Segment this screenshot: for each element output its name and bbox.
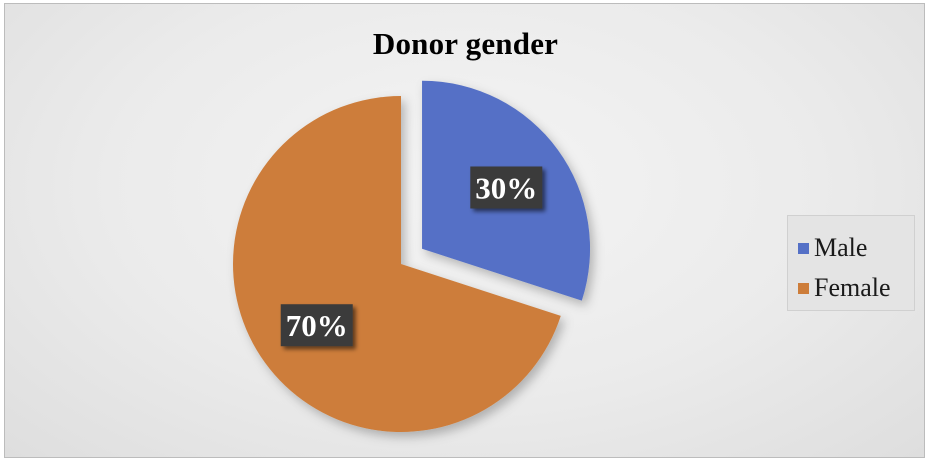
data-label-box [280, 304, 353, 347]
legend-item-female: Female [788, 268, 914, 308]
data-label-male: 30% [470, 166, 543, 209]
legend-label-male: Male [814, 233, 868, 262]
legend: Male Female [787, 215, 915, 311]
chart-frame: Donor gender 30% 70% Male Female [4, 3, 925, 458]
legend-swatch-female [798, 282, 809, 294]
data-label-box [470, 166, 543, 209]
data-label-female: 70% [280, 304, 353, 347]
legend-item-male: Male [788, 228, 914, 268]
pie-slice-female [233, 96, 561, 433]
chart-title: Donor gender [372, 26, 559, 61]
pie-chart: 30% 70% [233, 80, 591, 433]
legend-swatch-male [798, 242, 809, 254]
legend-label-female: Female [814, 273, 891, 302]
data-label-text: 70% [286, 308, 348, 343]
data-label-text: 30% [475, 170, 537, 205]
